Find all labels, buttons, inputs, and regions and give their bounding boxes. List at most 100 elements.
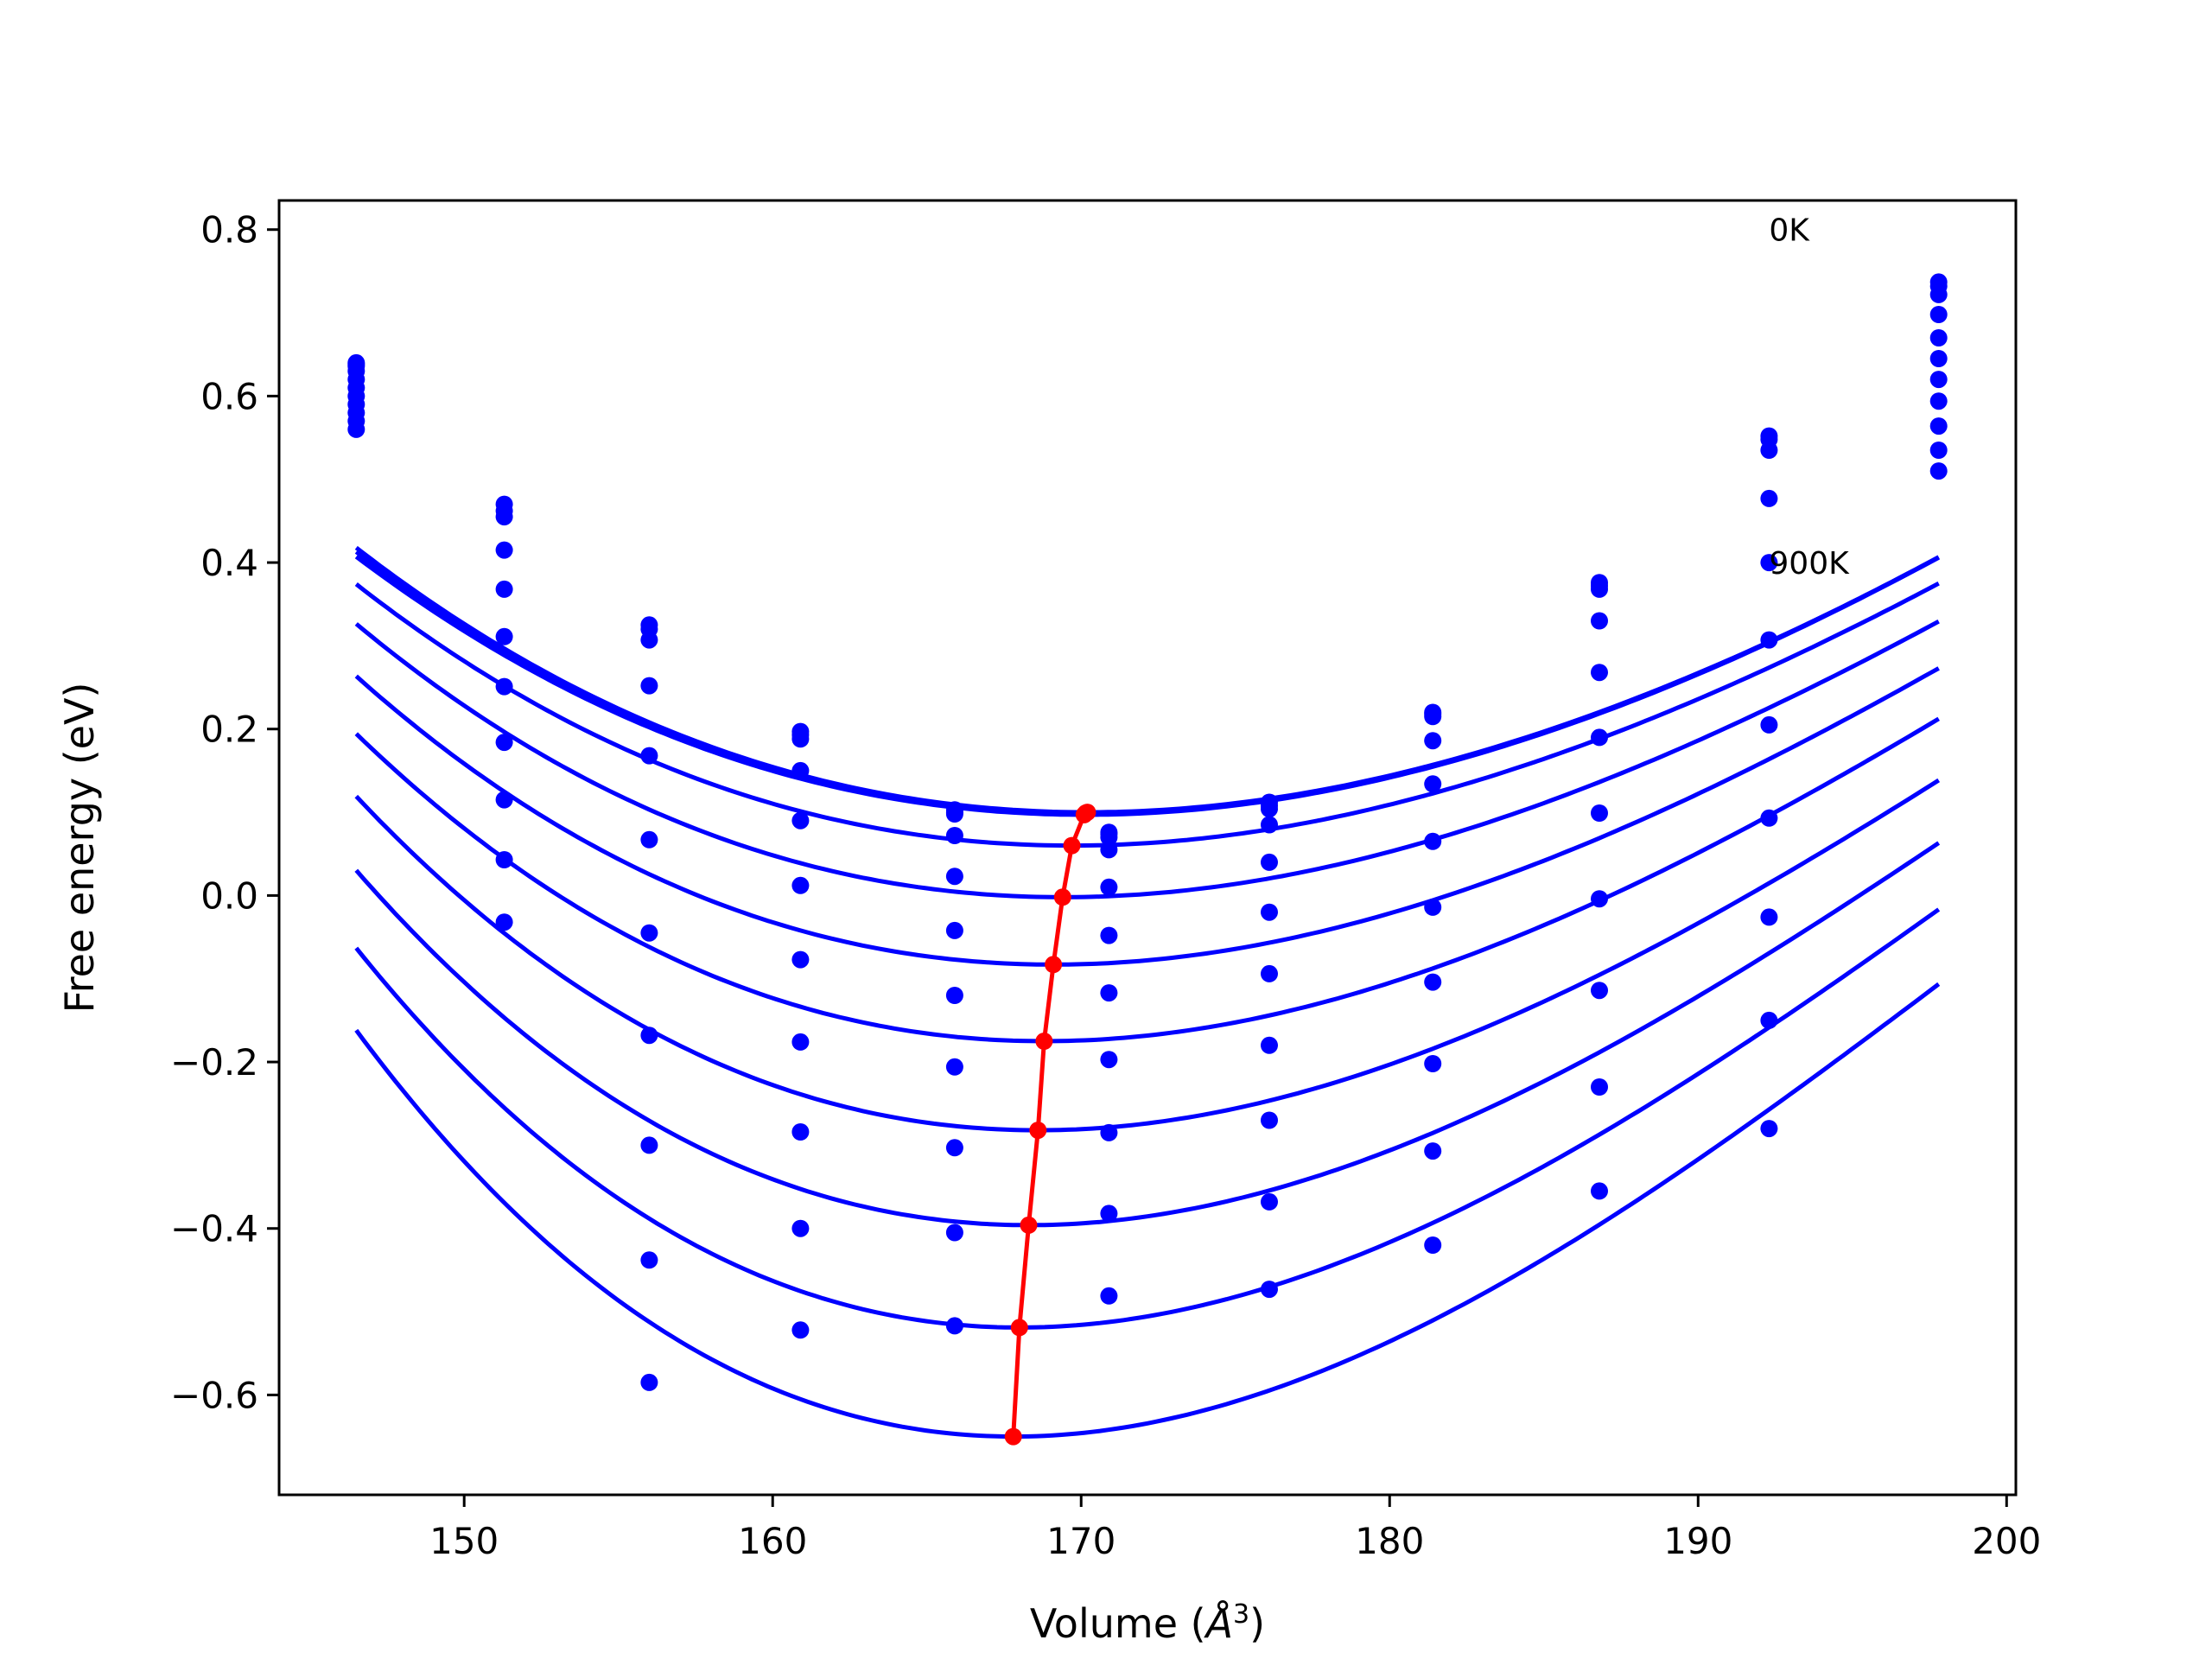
data-point xyxy=(1261,816,1278,834)
data-point xyxy=(945,868,963,886)
y-axis-ticks: 0.8 0.6 0.4 0.2 0.0 −0.2 −0.4 −0.6 xyxy=(170,209,279,1416)
data-point xyxy=(945,1224,963,1242)
fit-curve-4 xyxy=(354,619,1940,899)
data-point xyxy=(1760,442,1778,459)
y-tick-label: 0.8 xyxy=(200,209,258,251)
data-point xyxy=(1261,1111,1278,1129)
data-point xyxy=(1760,908,1778,926)
minima-series xyxy=(1004,804,1096,1446)
y-tick-label: 0.2 xyxy=(200,709,258,751)
data-point xyxy=(1760,809,1778,827)
fit-curves xyxy=(354,545,1941,1440)
y-tick-label: −0.6 xyxy=(170,1374,258,1416)
data-point xyxy=(640,631,658,649)
data-point xyxy=(1760,489,1778,507)
minimum-point xyxy=(1004,1427,1022,1446)
y-tick-label: 0.4 xyxy=(200,542,258,584)
fit-curve-8 xyxy=(354,841,1941,1228)
fit-curve-5 xyxy=(354,666,1940,967)
data-point xyxy=(791,1219,810,1237)
data-point xyxy=(1760,1120,1778,1138)
data-point xyxy=(495,677,513,696)
data-point xyxy=(945,827,963,844)
minimum-point xyxy=(1045,956,1063,974)
fit-curve-6 xyxy=(354,716,1940,1044)
data-point xyxy=(791,1321,810,1339)
data-point xyxy=(495,851,513,868)
data-point xyxy=(495,734,513,752)
data-point xyxy=(1100,926,1118,944)
data-point xyxy=(1591,890,1608,908)
fit-curve-2 xyxy=(354,555,1940,817)
data-point xyxy=(1929,329,1948,346)
x-axis-label: Volume (Å3) xyxy=(1030,1599,1265,1648)
data-point xyxy=(640,747,658,765)
data-point xyxy=(1261,853,1278,871)
y-tick-label: 0.0 xyxy=(200,874,258,917)
data-point xyxy=(1424,973,1442,991)
data-point xyxy=(640,830,658,849)
data-point xyxy=(945,805,963,823)
data-point xyxy=(1261,964,1278,982)
data-point xyxy=(640,677,658,695)
data-point xyxy=(640,1251,658,1269)
data-point xyxy=(1760,1011,1778,1029)
data-point xyxy=(1929,306,1948,323)
data-point xyxy=(1100,1205,1118,1223)
data-point xyxy=(1261,903,1278,921)
data-point xyxy=(791,730,810,748)
data-point xyxy=(1591,664,1608,682)
data-point xyxy=(640,1027,658,1045)
data-point xyxy=(640,1136,658,1154)
data-point xyxy=(1929,417,1948,435)
data-point xyxy=(1424,1055,1442,1072)
data-point xyxy=(1591,804,1608,822)
data-point xyxy=(791,1033,810,1051)
data-point xyxy=(1929,350,1948,367)
data-point xyxy=(1929,442,1948,459)
minimum-point xyxy=(1053,888,1071,906)
data-point xyxy=(347,420,365,438)
data-point xyxy=(1424,898,1442,916)
data-point xyxy=(1100,878,1118,896)
data-point xyxy=(1929,371,1948,389)
fit-curve-3 xyxy=(354,581,1940,849)
data-point xyxy=(1424,1142,1442,1160)
data-point xyxy=(791,761,810,779)
data-point xyxy=(495,627,513,645)
data-point xyxy=(1760,715,1778,734)
data-point xyxy=(1929,285,1948,303)
data-point xyxy=(1929,392,1948,410)
annotations: 0K 900K xyxy=(1769,213,1850,582)
data-point xyxy=(791,811,810,830)
data-point xyxy=(495,508,513,526)
data-point xyxy=(1591,728,1608,747)
data-point xyxy=(791,876,810,894)
data-point xyxy=(791,1123,810,1141)
data-point xyxy=(945,1317,963,1335)
fit-curve-7 xyxy=(354,778,1941,1133)
data-point xyxy=(1591,612,1608,630)
y-axis-label: Free energy (eV) xyxy=(56,683,103,1014)
data-point xyxy=(1760,631,1778,649)
data-point xyxy=(1100,1123,1118,1141)
y-tick-label: −0.4 xyxy=(170,1208,258,1250)
data-point xyxy=(1929,462,1948,480)
data-point xyxy=(1424,708,1442,726)
data-point xyxy=(495,913,513,931)
data-point xyxy=(495,580,513,598)
data-point xyxy=(1261,800,1278,818)
data-point xyxy=(1424,775,1442,793)
data-point xyxy=(1261,1281,1278,1299)
data-point xyxy=(1591,982,1608,1000)
annotation-1: 900K xyxy=(1769,546,1850,582)
data-point xyxy=(1424,832,1442,850)
annotation-0: 0K xyxy=(1769,213,1810,249)
data-point xyxy=(1760,554,1778,572)
data-point xyxy=(1261,1036,1278,1054)
data-point xyxy=(945,1058,963,1076)
y-tick-label: −0.2 xyxy=(170,1041,258,1084)
data-point xyxy=(1100,1287,1118,1305)
data-point xyxy=(1100,1051,1118,1069)
